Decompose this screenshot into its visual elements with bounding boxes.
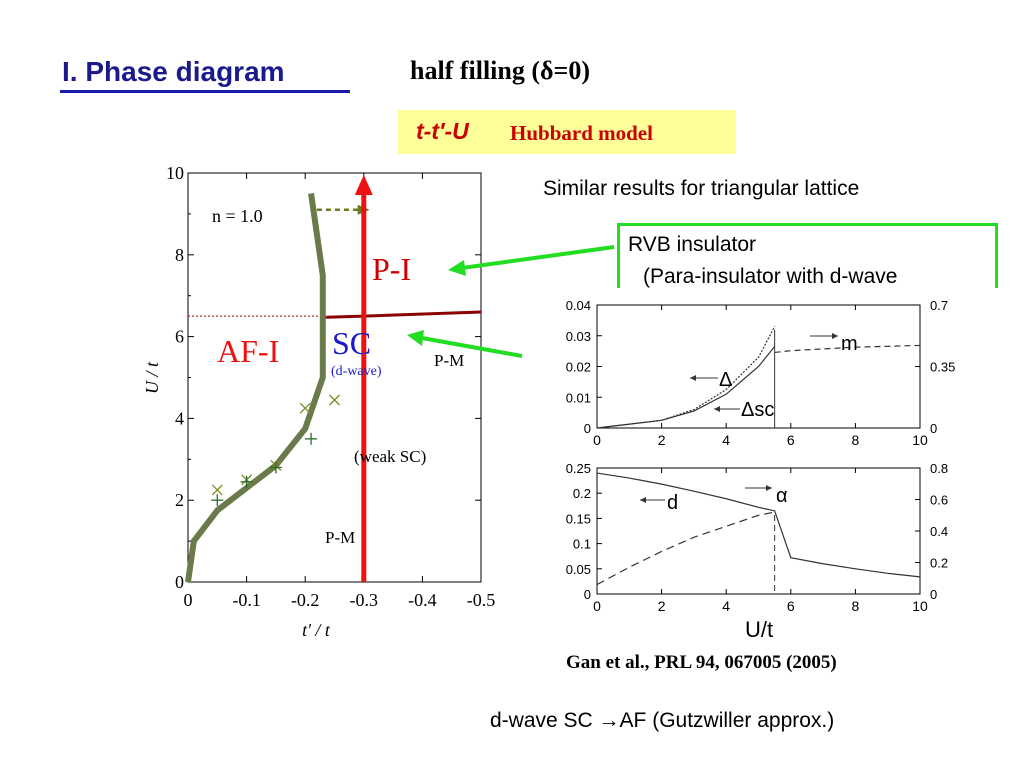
inset-y-tick-label-right: 0.7 <box>930 298 948 313</box>
series-label-arrowhead <box>832 333 838 339</box>
inset-y-tick-label: 0.2 <box>573 486 591 501</box>
inset-y-tick-label-right: 0 <box>930 587 937 602</box>
series-label-arrowhead <box>640 497 646 503</box>
inset-x-tick-label: 6 <box>787 598 795 614</box>
x-marker <box>329 394 340 406</box>
inset-y-tick-label: 0.25 <box>566 461 591 476</box>
y-tick-label: 8 <box>175 245 184 265</box>
slide-subtitle: half filling (δ=0) <box>410 56 590 85</box>
y-tick-label: 6 <box>175 327 184 347</box>
citation: Gan et al., PRL 94, 067005 (2005) <box>566 652 837 673</box>
title-underline <box>60 90 350 93</box>
weak-sc-label: (weak SC) <box>354 447 426 466</box>
dwave-label: (d-wave) <box>331 364 382 379</box>
x-tick-label: 0 <box>184 590 193 610</box>
green-arrow-pi-head <box>448 260 466 276</box>
inset-series-line <box>596 346 776 429</box>
afi-label: AF-I <box>217 333 279 369</box>
inset-x-tick-label: 6 <box>787 432 795 448</box>
inset-x-tick-label: 4 <box>722 598 730 614</box>
inset-x-tick-label: 10 <box>912 432 928 448</box>
inset-y-tick-label: 0.04 <box>566 298 591 313</box>
x-tick-label: -0.2 <box>291 590 320 610</box>
x-axis-label: t' / t <box>302 620 331 640</box>
bottom-inset-chart: 0 2 4 6 8 1000.050.10.150.20.2500.20.40.60.8d… <box>566 461 948 614</box>
rvb-label: RVB insulator <box>628 233 757 256</box>
x-tick-label: -0.3 <box>350 590 379 610</box>
inset-y-tick-label-right: 0.35 <box>930 360 955 375</box>
inset-y-tick-label: 0 <box>584 421 591 436</box>
inset-x-tick-label: 0 <box>593 598 601 614</box>
inset-series-line <box>596 511 775 586</box>
inset-y-tick-label-right: 0.4 <box>930 524 948 539</box>
y-tick-label: 4 <box>175 408 184 428</box>
inset-y-tick-label-right: 0.6 <box>930 493 948 508</box>
inset-x-tick-label: 2 <box>658 432 666 448</box>
inset-y-tick-label: 0.02 <box>566 360 591 375</box>
inset-y-tick-label: 0.05 <box>566 562 591 577</box>
x-marker <box>211 484 223 496</box>
series-label: Δsc <box>741 399 774 421</box>
x-marker <box>299 402 311 414</box>
series-label-arrowhead <box>690 375 696 381</box>
inset-y-tick-label-right: 0.2 <box>930 556 948 571</box>
y-axis-label: U / t <box>142 361 162 394</box>
y-tick-label: 10 <box>166 163 184 183</box>
pm-lower-label: P-M <box>325 528 355 547</box>
data-markers <box>211 394 340 507</box>
pi-label: P-I <box>372 251 411 287</box>
x-tick-label: -0.5 <box>467 590 496 610</box>
red-arrow-head <box>354 175 373 195</box>
y-tick-label: 0 <box>175 572 184 592</box>
inset-frame <box>596 467 921 595</box>
sc-label: SC <box>332 325 371 361</box>
rvb-description: (Para-insulator with d-wave <box>643 265 898 288</box>
inset-x-tick-label: 8 <box>852 598 860 614</box>
inset-y-tick-label: 0.01 <box>566 390 591 405</box>
model-highlight-box <box>398 110 736 154</box>
series-label: Δ <box>719 369 732 391</box>
y-tick-label: 2 <box>175 490 184 510</box>
series-label: d <box>667 492 678 514</box>
bottom-note: d-wave SC →AF (Gutzwiller approx.) <box>490 709 835 732</box>
inset-x-tick-label: 4 <box>722 432 730 448</box>
inset-y-tick-label: 0.1 <box>573 537 591 552</box>
green-arrow-sc-head <box>407 330 424 346</box>
series-label: α <box>776 485 788 507</box>
axis-ticks: 0 -0.1 -0.2 -0.3 -0.4 -0.5 0 2 4 6 8 10 <box>166 163 495 610</box>
series-label: m <box>841 333 858 355</box>
inset-x-tick-label: 10 <box>912 598 928 614</box>
green-arrow-sc <box>421 336 523 358</box>
green-arrow-pi <box>461 245 615 270</box>
inset-x-axis-label: U/t <box>745 617 773 642</box>
triangular-note: Similar results for triangular lattice <box>543 177 860 200</box>
inset-x-tick-label: 2 <box>658 598 666 614</box>
inset-panel-background <box>537 288 1003 640</box>
x-tick-label: -0.1 <box>232 590 261 610</box>
inset-series-line <box>774 344 921 354</box>
inset-y-tick-label: 0 <box>584 587 591 602</box>
inset-x-tick-label: 8 <box>852 432 860 448</box>
model-type: Hubbard model <box>510 121 653 145</box>
inset-y-tick-label: 0.03 <box>566 329 591 344</box>
model-name: t-t′-U <box>416 118 469 144</box>
pm-upper-label: P-M <box>434 351 464 370</box>
inset-series-line <box>596 472 921 578</box>
slide-title: I. Phase diagram <box>62 56 285 87</box>
inset-y-tick-label: 0.15 <box>566 511 591 526</box>
inset-x-tick-label: 0 <box>593 432 601 448</box>
series-label-arrowhead <box>714 406 720 412</box>
x-tick-label: -0.4 <box>408 590 437 610</box>
inset-y-tick-label-right: 0 <box>930 421 937 436</box>
series-label-arrowhead <box>766 485 772 491</box>
n-label: n = 1.0 <box>212 206 263 226</box>
inset-y-tick-label-right: 0.8 <box>930 461 948 476</box>
